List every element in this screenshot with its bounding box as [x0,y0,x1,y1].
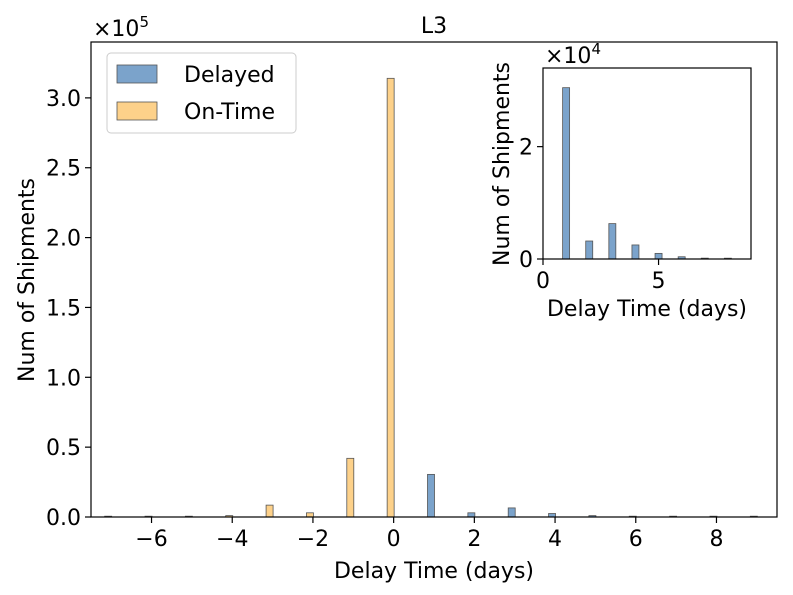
inset-bar-delayed-2 [608,223,617,260]
main-x-tick-label: 4 [548,527,562,552]
legend: Delayed On-Time [106,52,297,134]
main-x-tick-label: 0 [387,527,401,552]
inset-y-axis-label: Num of Shipments [490,62,515,266]
inset-y-tick-label: 2 [519,136,533,161]
inset-y-multiplier-base: ×10 [545,44,591,69]
main-y-tick-label: 2.5 [46,157,81,182]
chart-title: L3 [421,14,447,39]
main-y-ticks: 0.0 0.5 1.0 1.5 2.0 2.5 3.0 [46,87,91,531]
inset-background [543,68,751,259]
y-multiplier-base: ×10 [93,17,139,42]
inset-y-tick-label: 0 [519,248,533,273]
main-y-tick-label: 2.0 [46,227,81,252]
inset-bar-delayed-3 [631,244,640,260]
y-axis-label: Num of Shipments [15,178,40,382]
main-bar-delayed-2 [507,507,516,518]
main-x-tick-label: 2 [467,527,481,552]
main-plot-frame [90,41,778,518]
main-bar-delayed-0 [427,473,435,518]
legend-label-delayed: Delayed [184,63,275,88]
main-bar-on-time-7 [386,77,395,518]
main-x-tick-label: 6 [629,527,643,552]
main-bar-on-time-6 [346,457,355,518]
main-x-tick-label: 8 [709,527,723,552]
main-y-tick-label: 0.5 [46,436,81,461]
legend-swatch-on-time [116,101,158,121]
inset-y-ticks: 02 [519,136,543,273]
main-y-tick-label: 3.0 [46,87,81,112]
main-y-tick-label: 1.5 [46,296,81,321]
inset-bar-delayed-1 [585,240,594,260]
inset-x-tick-label: 5 [652,269,666,294]
main-y-tick-label: 0.0 [46,506,81,531]
inset-x-axis-label: Delay Time (days) [547,297,747,322]
inset-bar-delayed-0 [562,87,571,260]
y-multiplier-exp: 5 [139,13,149,31]
inset-y-multiplier: ×104 [545,40,601,69]
main-y-tick-label: 1.0 [46,366,81,391]
y-multiplier: ×105 [93,13,149,42]
main-x-tick-label: −6 [135,527,167,552]
legend-swatch-delayed [116,64,158,84]
main-x-tick-label: −4 [216,527,248,552]
inset-bar-delayed-4 [654,252,663,260]
legend-label-on-time: On-Time [184,100,275,125]
main-bar-on-time-5 [306,512,314,518]
inset-x-tick-label: 0 [536,269,550,294]
main-x-tick-label: −2 [297,527,329,552]
main-bar-delayed-1 [467,512,476,518]
main-bar-on-time-4 [265,504,274,518]
main-x-ticks: −6 −4 −2 0 2 4 6 8 [135,517,723,552]
inset-plot-frame [542,67,752,260]
inset-y-multiplier-exp: 4 [591,40,601,58]
x-axis-label: Delay Time (days) [334,559,534,584]
